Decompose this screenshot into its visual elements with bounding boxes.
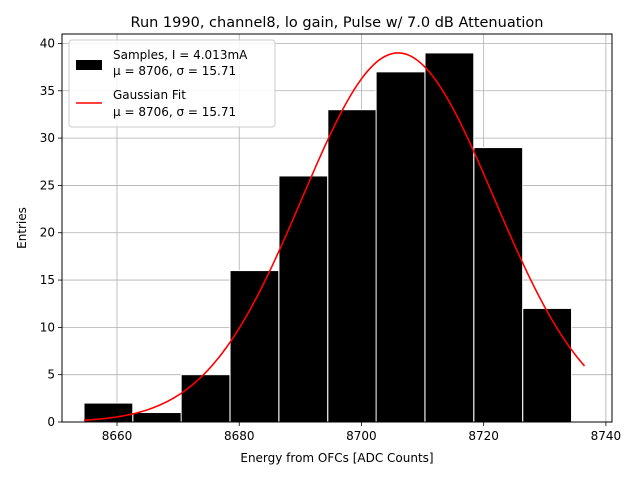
x-tick-label: 8720 bbox=[468, 429, 499, 443]
histogram-bar bbox=[424, 52, 475, 423]
y-tick-label: 30 bbox=[40, 131, 55, 145]
x-tick-label: 8740 bbox=[591, 429, 622, 443]
y-tick-label: 0 bbox=[47, 415, 55, 429]
legend-samples-swatch bbox=[76, 60, 102, 70]
chart-title: Run 1990, channel8, lo gain, Pulse w/ 7.… bbox=[131, 15, 544, 31]
histogram-bar bbox=[132, 412, 183, 423]
histogram-bar bbox=[473, 147, 524, 423]
histogram-bar bbox=[278, 175, 329, 423]
axis-ticks: 8660 8680 8700 8720 8740 0 5 10 15 20 25 30 35 40 bbox=[40, 36, 621, 443]
y-tick-label: 15 bbox=[40, 273, 55, 287]
y-tick-label: 35 bbox=[40, 84, 55, 98]
y-tick-label: 5 bbox=[47, 368, 55, 382]
histogram-bars bbox=[83, 52, 573, 423]
legend-box bbox=[68, 39, 276, 128]
axes-frame bbox=[61, 33, 613, 423]
histogram-bar bbox=[375, 71, 426, 423]
x-tick-label: 8660 bbox=[102, 429, 133, 443]
y-tick-label: 20 bbox=[40, 226, 55, 240]
histogram-bar bbox=[327, 109, 378, 423]
y-tick-label: 40 bbox=[40, 36, 55, 50]
histogram-bar bbox=[522, 307, 573, 423]
legend-samples-label: Samples, I = 4.013mA bbox=[113, 48, 248, 62]
legend-fit-stats: μ = 8706, σ = 15.71 bbox=[113, 105, 236, 119]
y-tick-label: 10 bbox=[40, 320, 55, 334]
y-axis-label: Entries bbox=[15, 207, 29, 249]
histogram-bar bbox=[180, 374, 231, 423]
x-axis-label: Energy from OFCs [ADC Counts] bbox=[240, 451, 433, 465]
legend-fit-label: Gaussian Fit bbox=[113, 88, 186, 102]
legend-samples-stats: μ = 8706, σ = 15.71 bbox=[113, 64, 236, 78]
legend: Samples, I = 4.013mA μ = 8706, σ = 15.71… bbox=[68, 39, 276, 128]
histogram-bar bbox=[229, 270, 280, 423]
gaussian-fit-curve bbox=[83, 52, 586, 422]
x-tick-label: 8700 bbox=[346, 429, 377, 443]
x-tick-label: 8680 bbox=[224, 429, 255, 443]
y-tick-label: 25 bbox=[40, 178, 55, 192]
